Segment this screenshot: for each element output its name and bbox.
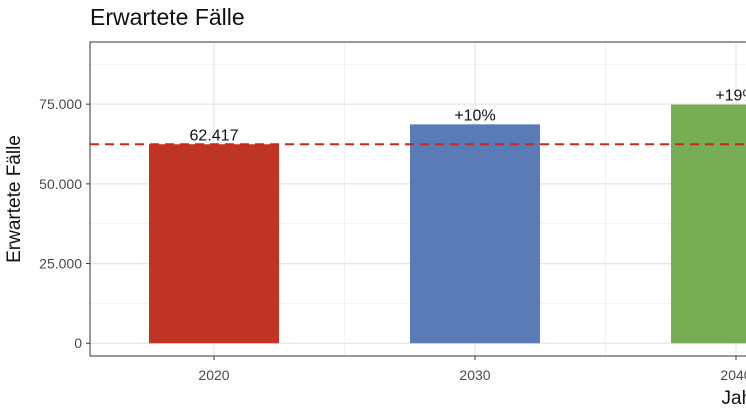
y-axis-title: Erwartete Fälle xyxy=(4,135,25,263)
data-labels: 62.417 +10% +19% xyxy=(190,88,746,145)
chart-title: Erwartete Fälle xyxy=(90,4,245,30)
y-tick-label: 0 xyxy=(74,335,82,351)
bar-2020 xyxy=(149,144,279,344)
x-axis-title: Jahr xyxy=(722,388,746,409)
plot-border xyxy=(89,41,746,357)
data-label-2030: +10% xyxy=(454,107,495,124)
data-label-2020: 62.417 xyxy=(190,127,239,144)
data-label-2040: +19% xyxy=(715,88,746,105)
x-tick-label: 2040 xyxy=(720,367,746,383)
x-tick-label: 2030 xyxy=(459,367,490,383)
bar-2030 xyxy=(410,124,540,344)
y-axis: 0 25.000 50.000 75.000 xyxy=(39,96,90,351)
y-tick-label: 50.000 xyxy=(39,176,82,192)
x-tick-label: 2020 xyxy=(198,367,229,383)
y-tick-label: 25.000 xyxy=(39,256,82,272)
bar-2040 xyxy=(671,104,746,344)
y-tick-label: 75.000 xyxy=(39,96,82,112)
x-axis: 2020 2030 2040 xyxy=(198,356,746,383)
